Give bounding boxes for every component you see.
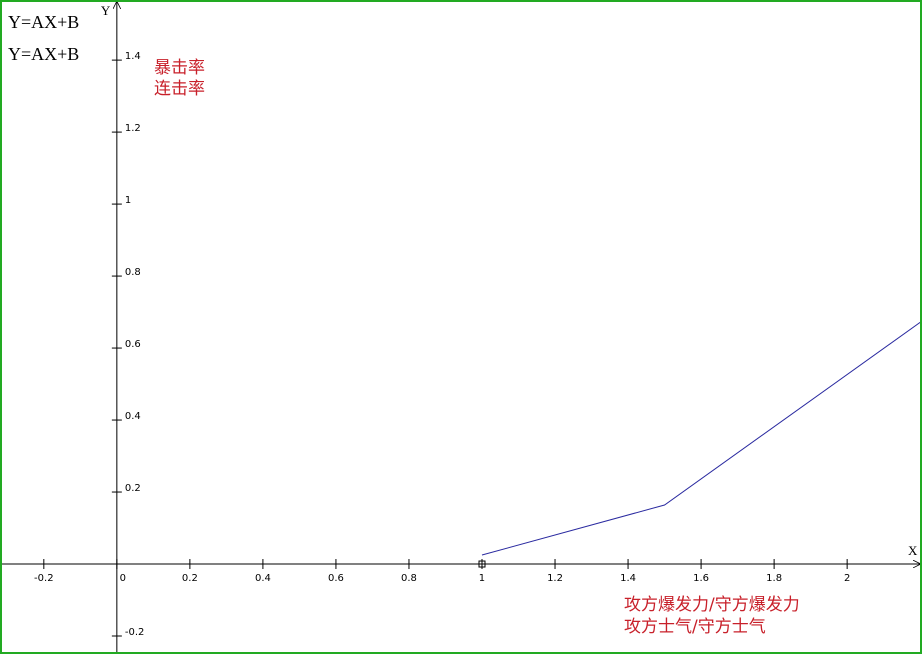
x-tick-label: 0.2 xyxy=(182,573,198,584)
x-axis-name: X xyxy=(908,543,918,558)
y-label: 暴击率 xyxy=(154,58,205,78)
line xyxy=(481,320,922,556)
y-tick-label: 1.2 xyxy=(125,123,141,134)
x-tick-label: 0.8 xyxy=(401,573,417,584)
y-tick-label: 1 xyxy=(125,195,131,206)
x-tick-label: 2 xyxy=(844,573,850,584)
x-tick-label: 1.2 xyxy=(547,573,563,584)
y-tick-label: 0.2 xyxy=(125,483,141,494)
x-tick-label: 0.4 xyxy=(255,573,271,584)
y-tick-label: 0.4 xyxy=(125,411,141,422)
y-tick-label: 0.8 xyxy=(125,267,141,278)
formula: Y=AX+B xyxy=(8,12,79,32)
x-tick-label: 1 xyxy=(479,573,485,584)
point-marker xyxy=(478,560,486,568)
y-tick-label: -0.2 xyxy=(125,627,145,638)
y-tick-label: 0.6 xyxy=(125,339,141,350)
x-label: 攻方士气/守方士气 xyxy=(624,617,766,637)
x-tick-label: 1.6 xyxy=(693,573,709,584)
y-label: 连击率 xyxy=(154,79,205,99)
x-tick-label: 1.4 xyxy=(620,573,636,584)
x-tick-label: 1.8 xyxy=(766,573,782,584)
x-label: 攻方爆发力/守方爆发力 xyxy=(624,595,800,615)
x-tick-label: 0 xyxy=(120,573,126,584)
formula: Y=AX+B xyxy=(8,44,79,64)
x-tick-label: -0.2 xyxy=(34,573,54,584)
y-axis-name: Y xyxy=(101,3,111,18)
x-tick-label: 0.6 xyxy=(328,573,344,584)
y-tick-label: 1.4 xyxy=(125,51,141,62)
